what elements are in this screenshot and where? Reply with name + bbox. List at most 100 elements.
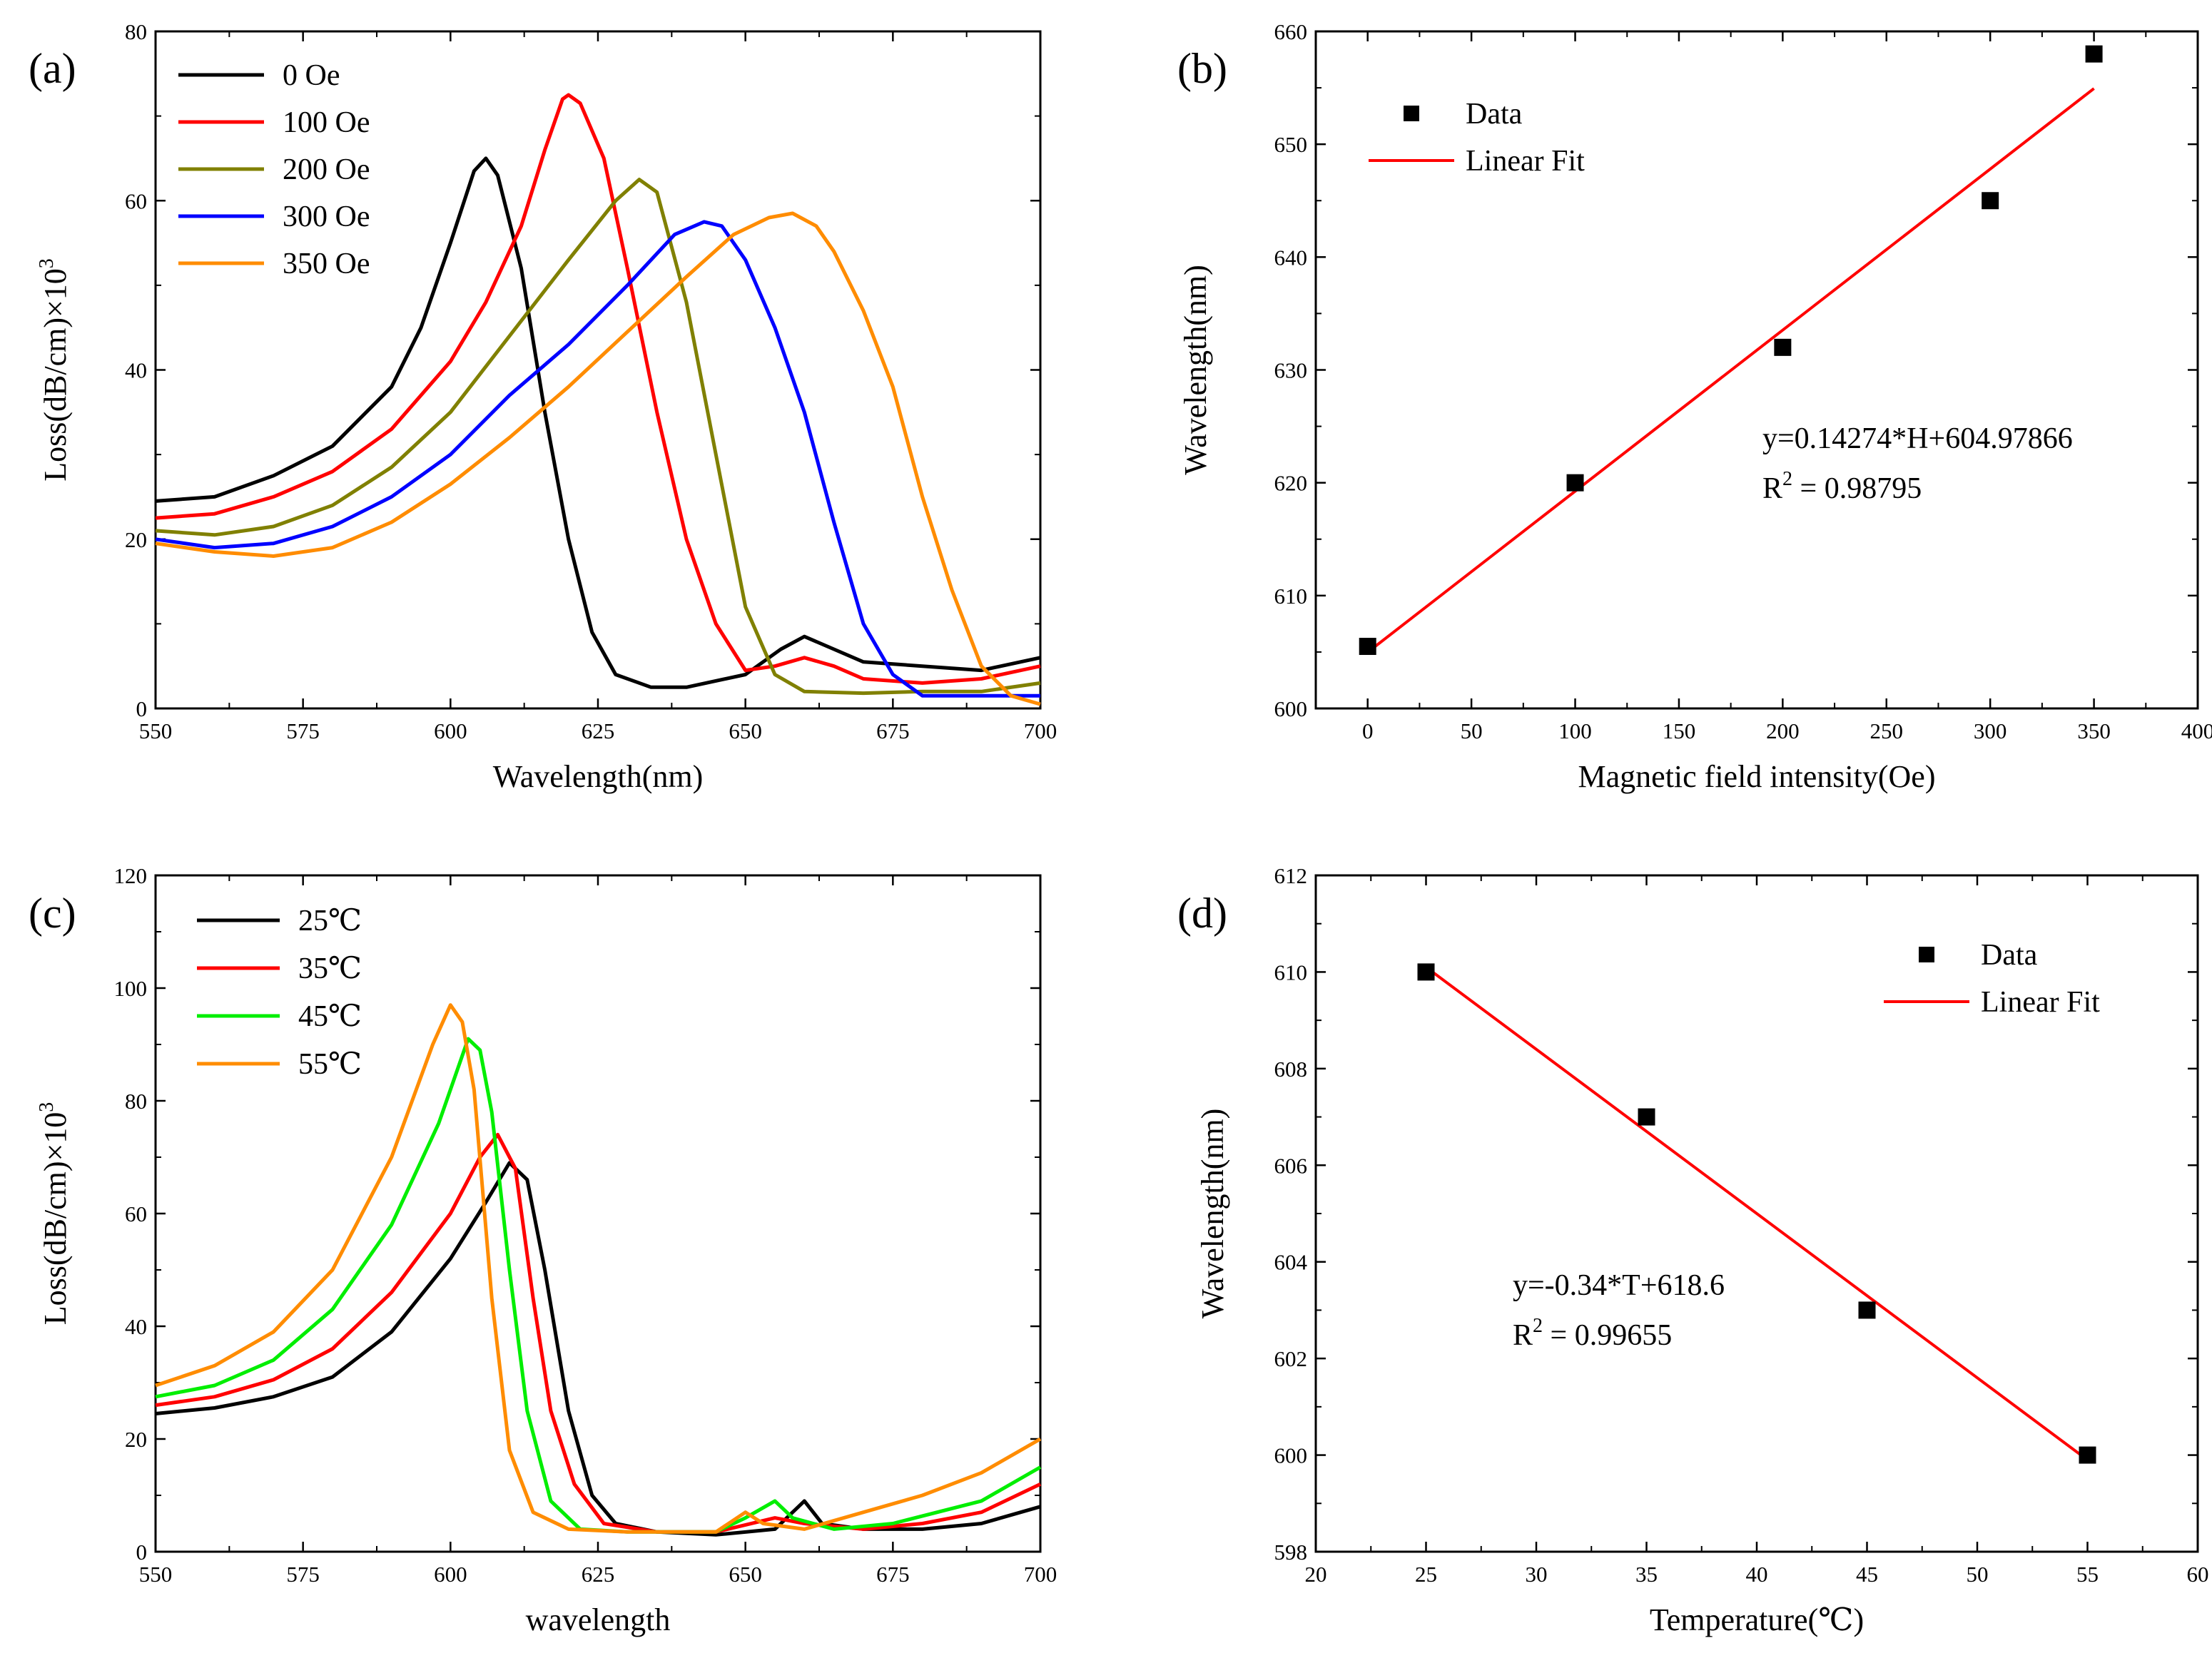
- plot-frame: [154, 874, 1042, 1553]
- legend-label-fit: Linear Fit: [1981, 986, 2100, 1019]
- y-tick-label: 606: [1274, 1153, 1308, 1178]
- series-line-3: [155, 220, 1040, 698]
- x-tick-label: 575: [286, 718, 320, 743]
- y-tick-label: 40: [125, 358, 147, 383]
- y-tick-label: 612: [1274, 863, 1308, 888]
- fit-r2-label: R: [1762, 472, 1782, 505]
- y-tick-label: 604: [1274, 1250, 1308, 1275]
- fit-r2-label: R: [1513, 1319, 1533, 1352]
- legend-label-0: 0 Oe: [283, 59, 340, 92]
- series-line-3: [155, 1003, 1042, 1534]
- x-axis-label: Magnetic field intensity(Oe): [1578, 759, 1936, 794]
- y-axis-label-sup: 3: [36, 258, 58, 268]
- x-tick-label: 50: [1967, 1562, 1989, 1587]
- x-tick-label: 45: [1856, 1562, 1878, 1587]
- panel-c: (c) 550 575 600 625 650 675 700 0 20 40 60 80 100 120 w…: [29, 863, 1057, 1637]
- panel-a: (a) 550 575 600 625 650 675 700 0 20 40 60 80 Wavelen…: [29, 19, 1057, 794]
- y-tick-label: 598: [1274, 1540, 1308, 1565]
- legend-label-data: Data: [1981, 939, 2038, 972]
- y-axis-label-sup: 3: [36, 1102, 58, 1112]
- fit-r2: R2 = 0.99655: [1513, 1315, 1672, 1352]
- y-tick-label: 80: [125, 19, 147, 44]
- x-tick-label: 700: [1024, 718, 1057, 743]
- x-tick-label: 25: [1415, 1562, 1437, 1587]
- x-tick-label: 625: [582, 1562, 615, 1587]
- x-tick-label: 600: [434, 718, 467, 743]
- x-tick-label: 625: [582, 718, 615, 743]
- legend-label-1: 100 Oe: [283, 106, 370, 139]
- legend-label-2: 200 Oe: [283, 153, 370, 186]
- x-tick-label: 700: [1024, 1562, 1057, 1587]
- panel-label: (b): [1177, 45, 1227, 92]
- y-tick-label: 20: [125, 527, 147, 552]
- y-axis-label-text: Loss(dB/cm)×10: [38, 268, 73, 482]
- fit-r2-sup: 2: [1782, 468, 1792, 490]
- x-axis-label: Wavelength(nm): [493, 759, 704, 794]
- data-point-0: [1359, 638, 1376, 656]
- x-tick-label: 300: [1974, 718, 2007, 743]
- data-point-1: [1566, 474, 1584, 492]
- y-tick-label: 630: [1274, 358, 1308, 383]
- data-point-0: [1417, 963, 1435, 981]
- legend-label-data: Data: [1466, 98, 1523, 131]
- panel-d: (d) 20 25 30 35 40 45 50 55 60 598 600 602 604 606 608 6…: [1177, 863, 2209, 1637]
- x-tick-label: 0: [1362, 718, 1374, 743]
- x-tick-label: 100: [1558, 718, 1592, 743]
- y-tick-label: 0: [136, 696, 148, 721]
- plot-frame: [1314, 30, 2199, 710]
- x-tick-label: 600: [434, 1562, 467, 1587]
- series-line-4: [155, 211, 1041, 706]
- data-point-2: [1774, 338, 1792, 356]
- fit-r2-sup: 2: [1533, 1315, 1543, 1337]
- legend-label-2: 45℃: [298, 1000, 362, 1033]
- x-tick-label: 30: [1526, 1562, 1548, 1587]
- panel-label: (d): [1177, 890, 1227, 937]
- data-point-3: [2079, 1446, 2096, 1464]
- y-tick-label: 600: [1274, 696, 1308, 721]
- y-tick-label: 20: [125, 1427, 147, 1452]
- panel-b: (b) 0 50 100 150 200 250 300 350 400 600 610 620 630 6…: [1177, 19, 2212, 794]
- legend-label-3: 55℃: [298, 1048, 362, 1081]
- y-tick-label: 600: [1274, 1443, 1308, 1468]
- y-tick-label: 610: [1274, 584, 1308, 609]
- data-point-4: [2085, 45, 2103, 63]
- y-tick-label: 608: [1274, 1057, 1308, 1082]
- x-tick-label: 40: [1746, 1562, 1768, 1587]
- fit-r2-value: = 0.98795: [1792, 472, 1922, 505]
- x-tick-label: 55: [2076, 1562, 2099, 1587]
- y-tick-label: 650: [1274, 132, 1308, 157]
- x-tick-label: 35: [1635, 1562, 1658, 1587]
- fit-r2: R2 = 0.98795: [1762, 468, 1922, 505]
- y-tick-label: 40: [125, 1314, 147, 1339]
- y-tick-label: 100: [114, 976, 148, 1001]
- y-axis-label: Wavelength(nm): [1178, 265, 1213, 475]
- x-axis-label: wavelength: [526, 1602, 671, 1637]
- data-point-3: [1982, 192, 1999, 210]
- x-tick-label: 60: [2187, 1562, 2209, 1587]
- x-axis-label: Temperature(℃): [1650, 1602, 1864, 1637]
- x-tick-label: 400: [2181, 718, 2212, 743]
- legend-label-4: 350 Oe: [283, 248, 370, 280]
- y-axis-label: Loss(dB/cm)×103: [36, 258, 73, 482]
- x-tick-label: 350: [2077, 718, 2111, 743]
- series-line-1: [155, 1132, 1042, 1534]
- fit-equation: y=0.14274*H+604.97866: [1762, 422, 2073, 455]
- y-tick-label: 0: [136, 1540, 148, 1565]
- y-tick-label: 660: [1274, 19, 1308, 44]
- y-axis-label: Loss(dB/cm)×103: [36, 1102, 73, 1326]
- fit-line: [1366, 87, 2095, 653]
- x-tick-label: 675: [876, 718, 910, 743]
- legend-marker-data: [1919, 947, 1934, 962]
- x-tick-label: 550: [139, 1562, 173, 1587]
- series-line-2: [155, 1037, 1042, 1534]
- fit-line: [1425, 966, 2089, 1461]
- series-line-1: [155, 93, 1041, 685]
- x-tick-label: 675: [876, 1562, 910, 1587]
- x-tick-label: 150: [1663, 718, 1696, 743]
- x-tick-label: 650: [729, 1562, 762, 1587]
- y-tick-label: 602: [1274, 1346, 1308, 1371]
- y-tick-label: 640: [1274, 245, 1308, 270]
- y-tick-label: 60: [125, 1201, 147, 1226]
- legend-label-1: 35℃: [298, 952, 362, 985]
